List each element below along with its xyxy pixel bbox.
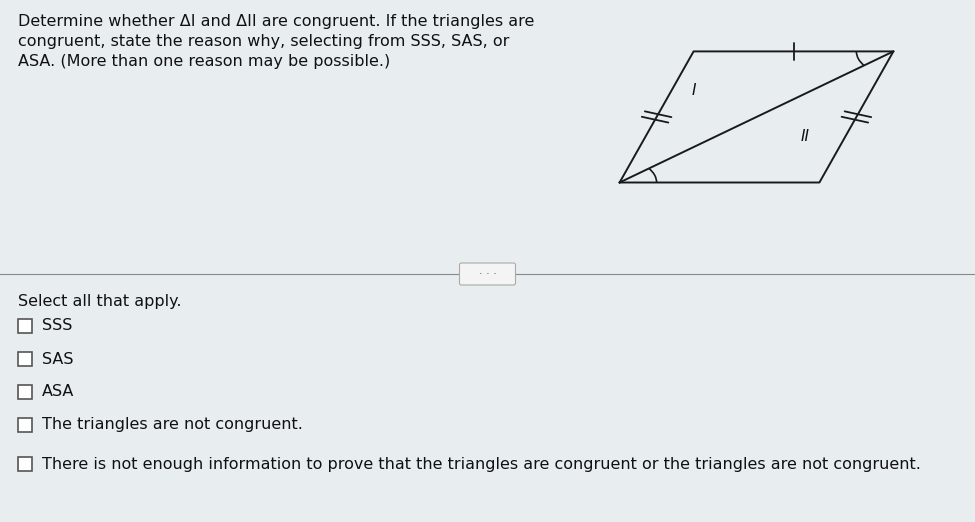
Text: I: I	[691, 83, 696, 98]
Text: ASA: ASA	[42, 385, 74, 399]
Bar	[18, 457, 32, 471]
Bar	[18, 319, 32, 333]
Text: Select all that apply.: Select all that apply.	[18, 294, 181, 309]
Bar	[18, 385, 32, 399]
Text: The triangles are not congruent.: The triangles are not congruent.	[42, 418, 303, 433]
Bar	[18, 352, 32, 366]
Text: Determine whether ΔI and ΔII are congruent. If the triangles are
congruent, stat: Determine whether ΔI and ΔII are congrue…	[18, 14, 534, 68]
Bar	[18, 418, 32, 432]
Text: SSS: SSS	[42, 318, 72, 334]
FancyBboxPatch shape	[459, 263, 516, 285]
Text: II: II	[800, 129, 809, 144]
Text: SAS: SAS	[42, 351, 73, 366]
Text: · · ·: · · ·	[479, 269, 496, 279]
Text: There is not enough information to prove that the triangles are congruent or the: There is not enough information to prove…	[42, 457, 920, 471]
